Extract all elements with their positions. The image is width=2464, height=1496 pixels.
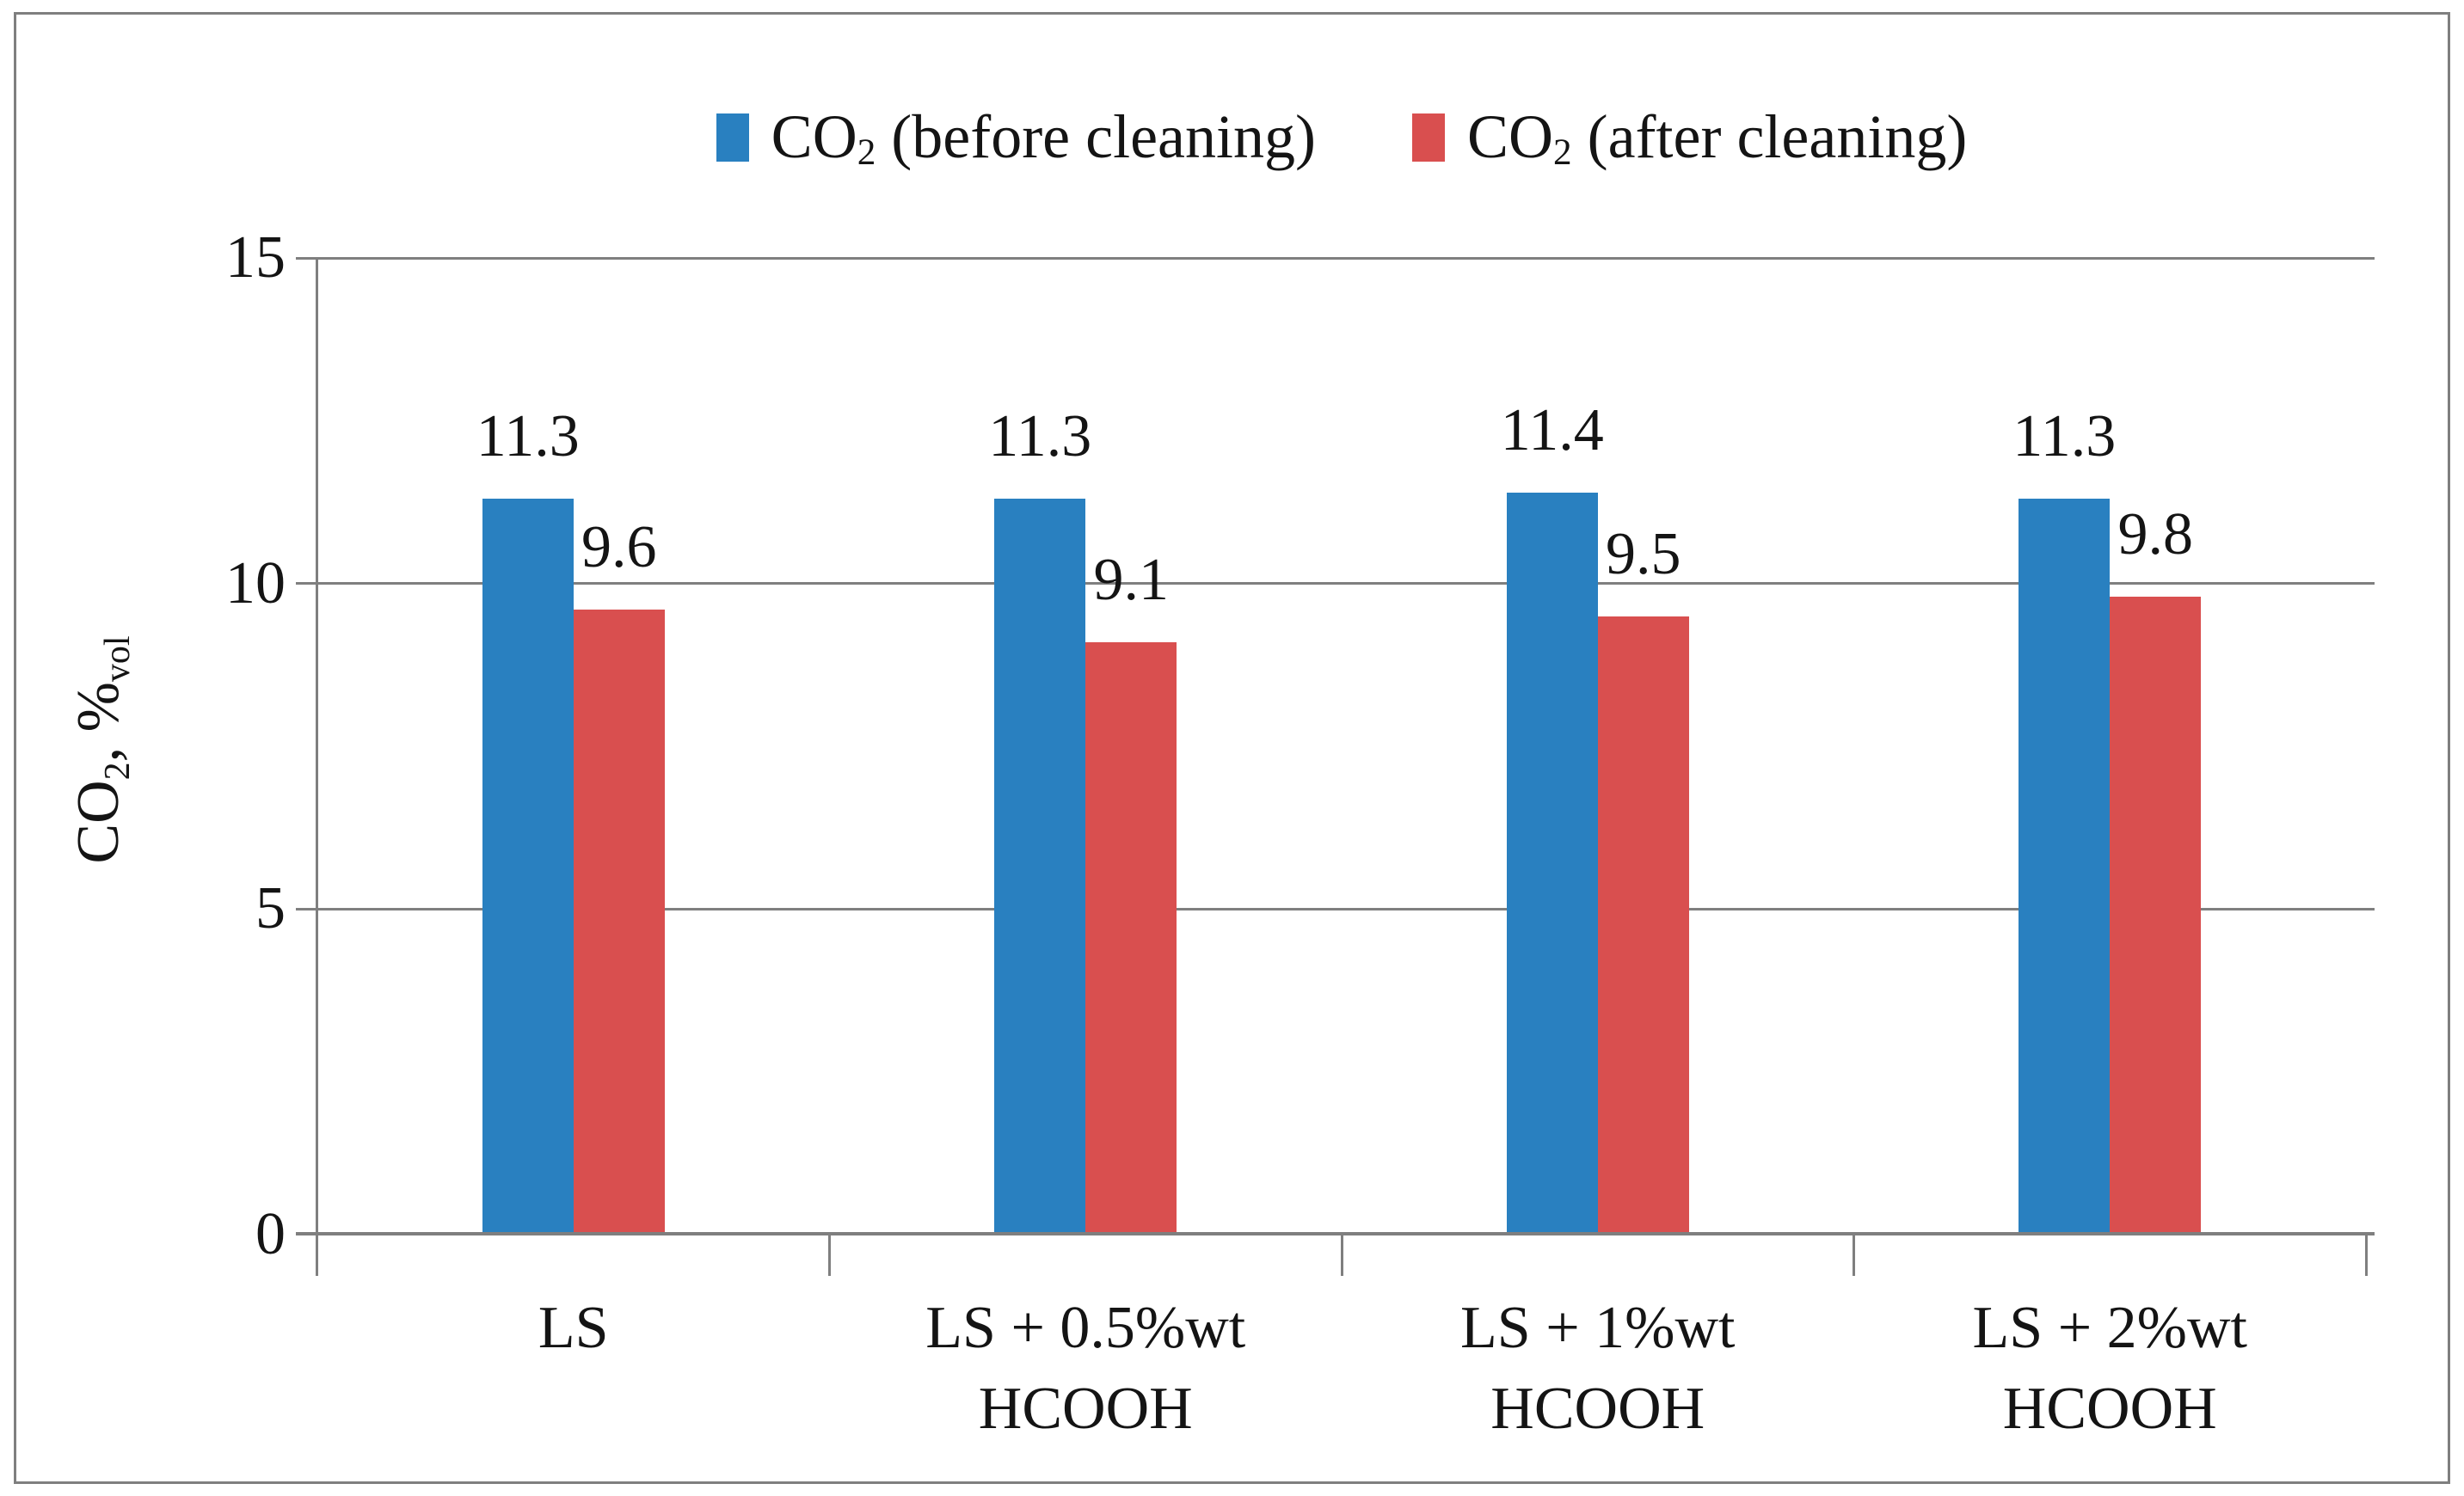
legend-item-before-cleaning: CO2 (before cleaning): [716, 101, 1316, 174]
bar-label-after-4: 9.8: [2117, 500, 2194, 567]
legend-swatch-before-icon: [716, 113, 749, 162]
x-category-label-2: LS + 0.5%wt HCOOH: [829, 1288, 1342, 1450]
x-category-label-1: LS: [317, 1288, 830, 1369]
bar-label-before-4: 11.3: [2012, 403, 2117, 470]
gridline-y-10: [296, 582, 2375, 586]
bar-label-before-1: 11.3: [476, 403, 580, 470]
bar-after-1: [573, 609, 665, 1235]
bar-label-after-1: 9.6: [581, 513, 657, 580]
gridline-y-15: [296, 256, 2375, 260]
x-category-label-4: LS + 2%wt HCOOH: [1853, 1288, 2366, 1450]
bar-before-2: [994, 499, 1086, 1235]
x-tick-1: [828, 1235, 831, 1276]
x-category-label-line: LS + 2%wt: [1972, 1295, 2247, 1361]
x-category-label-line: HCOOH: [2002, 1376, 2217, 1442]
legend-swatch-after-icon: [1412, 113, 1445, 162]
bar-after-3: [1597, 616, 1689, 1235]
y-tick-label-0: 0: [255, 1201, 286, 1267]
legend-item-after-cleaning: CO2 (after cleaning): [1412, 101, 1967, 174]
x-category-label-3: LS + 1%wt HCOOH: [1342, 1288, 1854, 1450]
x-tick-2: [1340, 1235, 1343, 1276]
bar-label-before-2: 11.3: [988, 403, 1092, 470]
bar-label-after-2: 9.1: [1093, 546, 1170, 613]
bar-before-4: [2019, 499, 2111, 1235]
bar-label-after-3: 9.5: [1606, 520, 1681, 587]
gridline-y-5: [296, 907, 2375, 910]
legend-label-before: CO2 (before cleaning): [771, 102, 1316, 173]
bar-before-3: [1506, 492, 1598, 1235]
y-tick-label-10: 10: [225, 549, 286, 616]
x-category-label-line: LS + 0.5%wt: [925, 1295, 1246, 1361]
bar-before-1: [482, 499, 574, 1235]
bar-after-4: [2110, 596, 2202, 1235]
y-tick-label-15: 15: [225, 224, 286, 291]
plot-area: 0 5 10 15 11.3 11.3 11.4 11.3 9.6 9.1 9.5 9.8 LS LS +…: [225, 224, 2375, 1442]
x-axis-line: [296, 1232, 2375, 1235]
x-category-label-line: LS + 1%wt: [1460, 1295, 1736, 1361]
figure-border: [14, 12, 2450, 1484]
x-category-label-line: HCOOH: [978, 1376, 1193, 1442]
x-category-label-line: LS: [538, 1295, 609, 1361]
legend-label-after: CO2 (after cleaning): [1467, 102, 1968, 173]
x-tick-3: [1853, 1235, 1855, 1276]
bar-label-before-3: 11.4: [1500, 396, 1604, 463]
x-category-label-line: HCOOH: [1490, 1376, 1705, 1442]
y-axis-line: [316, 258, 318, 1276]
bar-after-2: [1085, 641, 1177, 1235]
y-tick-label-5: 5: [255, 875, 286, 942]
chart-legend: CO2 (before cleaning) CO2 (after cleanin…: [317, 93, 2366, 182]
x-tick-4: [2364, 1235, 2368, 1276]
